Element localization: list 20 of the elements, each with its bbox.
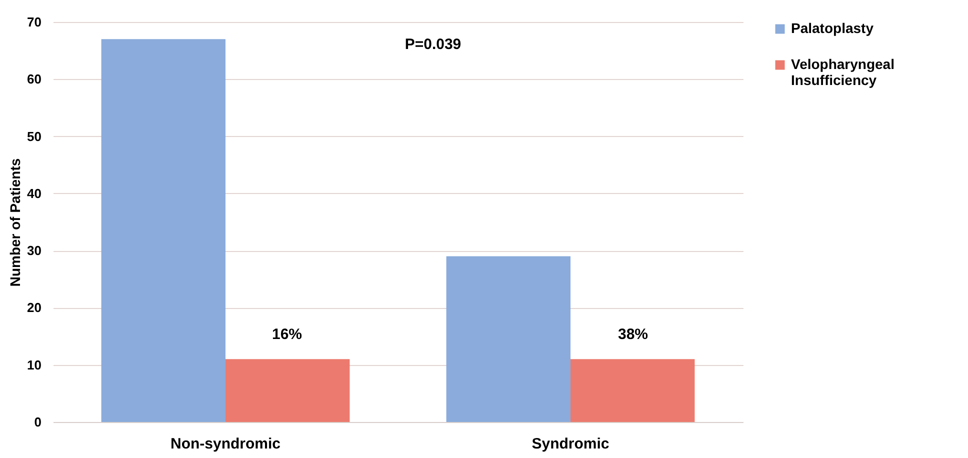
bar [226, 359, 350, 422]
y-tick-label: 60 [27, 72, 42, 87]
y-tick-label: 0 [34, 414, 42, 430]
y-tick-label: 20 [27, 300, 42, 316]
x-tick-label: Syndromic [532, 436, 610, 452]
legend-label: Velopharyngeal Insufficiency [791, 56, 894, 88]
annotation: 38% [618, 326, 648, 343]
y-tick-label: 70 [27, 14, 42, 30]
y-tick-label: 10 [27, 357, 42, 372]
y-tick-label: 50 [27, 128, 42, 144]
annotation: P=0.039 [404, 36, 462, 53]
annotation: 16% [272, 326, 302, 343]
y-tick-label: 30 [27, 243, 42, 258]
bar [570, 359, 695, 422]
bar [101, 39, 226, 422]
legend-label: Palatoplasty [791, 20, 874, 36]
bar [446, 256, 570, 422]
y-axis-title: Number of Patients [7, 158, 24, 287]
x-tick-label: Non-syndromic [170, 436, 281, 452]
y-tick-label: 40 [27, 186, 42, 201]
